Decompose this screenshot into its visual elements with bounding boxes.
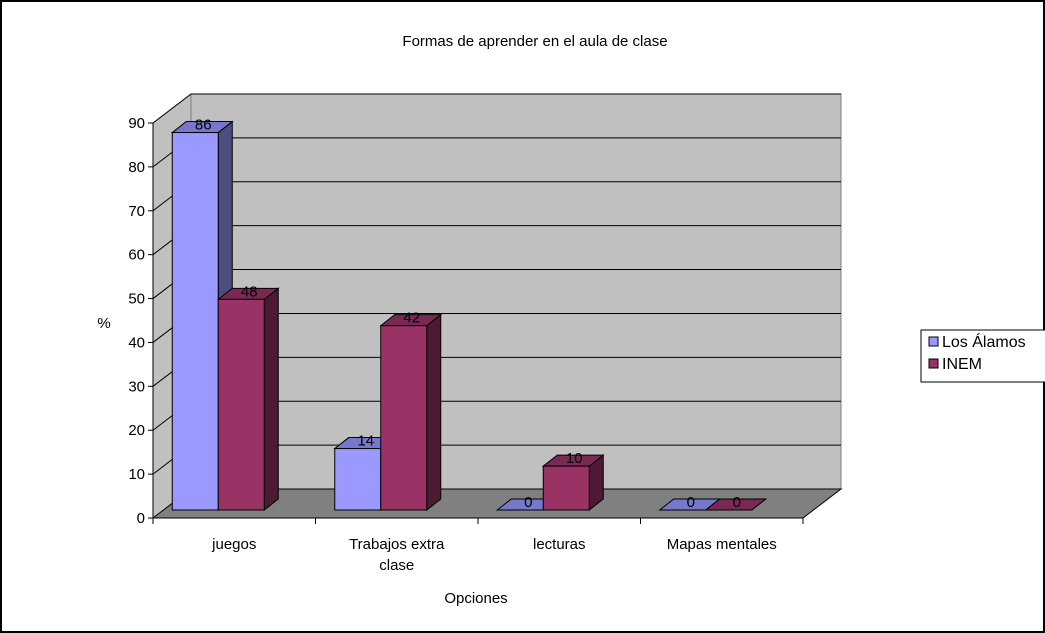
legend-box <box>920 329 1045 383</box>
data-label: 0 <box>687 494 695 511</box>
legend-swatch <box>928 336 939 347</box>
bar-top-face <box>704 498 768 511</box>
y-axis-label: % <box>97 315 110 332</box>
chart-title: Formas de aprender en el aula de clase <box>402 33 667 50</box>
data-label: 0 <box>733 494 741 511</box>
bars: 86 48 14 42 0 10 0 0 <box>170 117 768 512</box>
x-axis-label: Opciones <box>444 590 507 607</box>
legend: Los Álamos INEM <box>920 329 1045 383</box>
y-tick-label: 80 <box>128 159 145 176</box>
bar-inem <box>216 287 280 512</box>
bar-front-face <box>217 298 265 511</box>
y-tick-label: 60 <box>128 247 145 264</box>
data-label: 86 <box>195 117 212 134</box>
x-tick-label: lecturas <box>533 536 586 553</box>
data-label: 42 <box>403 310 420 327</box>
x-tick-label: clase <box>379 557 414 574</box>
y-tick-label: 50 <box>128 291 145 308</box>
bar-front-face <box>542 465 590 511</box>
bar-inem <box>379 313 443 512</box>
x-tick-label: juegos <box>211 536 256 553</box>
legend-swatch <box>928 358 939 369</box>
bar-front-face <box>380 325 428 511</box>
legend-label: INEM <box>942 356 982 373</box>
data-label: 48 <box>241 283 258 300</box>
legend-label: Los Álamos <box>942 332 1026 351</box>
bar-inem <box>541 454 605 512</box>
data-label: 10 <box>566 450 583 467</box>
bar-side-face <box>263 287 279 512</box>
axes: 0 10 20 30 40 50 60 70 80 90 juegos Trabajos extra c… <box>128 115 804 574</box>
data-label: 14 <box>357 433 374 450</box>
data-label: 0 <box>524 494 532 511</box>
back-wall <box>190 93 842 490</box>
y-tick-label: 10 <box>128 466 145 483</box>
y-tick-label: 90 <box>128 115 145 132</box>
y-tick-label: 40 <box>128 334 145 351</box>
bar-front-face <box>171 132 219 511</box>
bar-side-face <box>426 313 442 512</box>
y-tick-label: 70 <box>128 203 145 220</box>
gridline-diagonal <box>152 93 192 124</box>
y-tick-label: 20 <box>128 422 145 439</box>
y-tick-label: 30 <box>128 378 145 395</box>
bar-inem <box>704 498 768 511</box>
y-tick-label: 0 <box>137 510 145 527</box>
x-tick-label: Mapas mentales <box>667 536 777 553</box>
x-tick-label: Trabajos extra <box>349 536 445 553</box>
bar-front-face <box>334 448 382 511</box>
